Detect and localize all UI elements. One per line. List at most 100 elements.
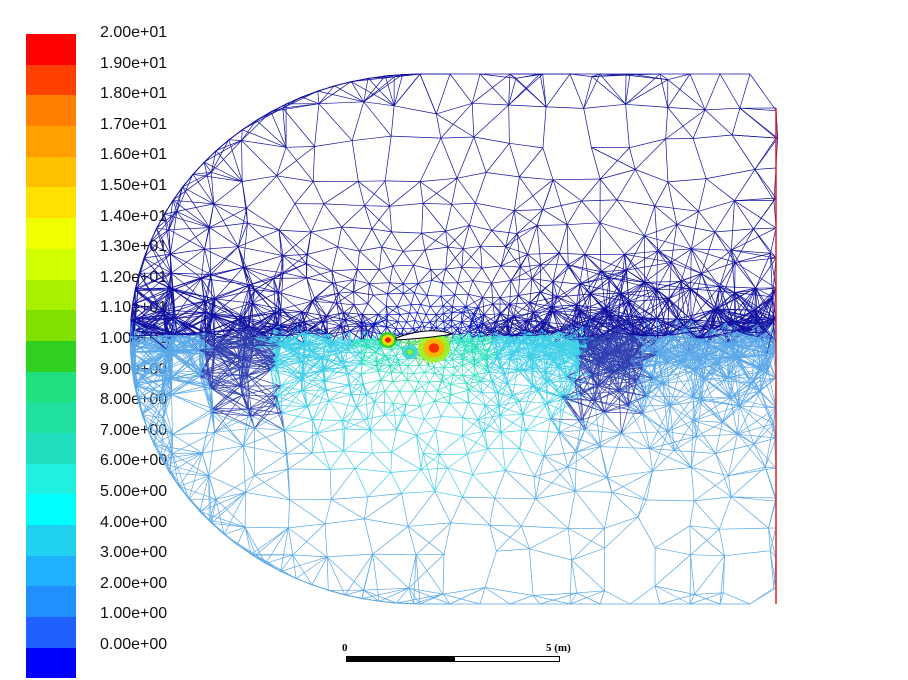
mesh-edge (198, 315, 214, 335)
mesh-edge (475, 342, 493, 349)
mesh-edge (213, 203, 248, 224)
mesh-edge (320, 315, 328, 331)
mesh-edge (701, 273, 735, 293)
mesh-edge (445, 360, 455, 368)
mesh-edge (156, 228, 172, 274)
mesh-edge (430, 295, 442, 307)
mesh-edge (130, 349, 167, 353)
mesh-edge (304, 356, 325, 370)
mesh-edge (717, 292, 735, 310)
mesh-edge (321, 358, 342, 363)
mesh-edge (162, 309, 206, 313)
mesh-edge (552, 311, 560, 332)
mesh-edge (512, 353, 531, 357)
mesh-edge (247, 369, 271, 376)
mesh-edge (385, 319, 399, 322)
mesh-edge (163, 214, 171, 255)
mesh-edge (518, 295, 530, 303)
mesh-edge (717, 262, 736, 309)
mesh-edge (327, 330, 350, 335)
mesh-edge (590, 308, 606, 320)
mesh-edge (754, 137, 777, 170)
mesh-edge (320, 321, 324, 331)
mesh-edge (417, 312, 427, 315)
mesh-edge (460, 325, 470, 335)
mesh-edge (536, 225, 542, 265)
colormap-swatch (26, 156, 76, 188)
mesh-edge (624, 354, 657, 370)
mesh-edge (507, 319, 530, 333)
mesh-edge (246, 175, 277, 209)
mesh-edge (530, 358, 559, 368)
mesh-edge (444, 325, 452, 329)
mesh-edge (254, 278, 274, 290)
mesh-edge (733, 339, 775, 358)
mesh-edge (480, 336, 495, 340)
mesh-edge (667, 107, 694, 139)
mesh-edge (754, 310, 775, 340)
mesh-edge (567, 264, 581, 285)
mesh-edge (135, 318, 175, 324)
mesh-edge (135, 369, 143, 415)
mesh-edge (238, 318, 274, 330)
mesh-edge (628, 301, 657, 319)
mesh-edge (465, 297, 483, 308)
mesh-edge (341, 352, 361, 354)
mesh-edge (205, 353, 243, 361)
mesh-edge (170, 353, 201, 377)
mesh-edge (478, 321, 496, 328)
mesh-edge (249, 284, 279, 293)
mesh-edge (753, 197, 777, 230)
mesh-edge (350, 81, 364, 102)
mesh-edge (213, 181, 243, 205)
mesh-edge (301, 96, 320, 105)
mesh-edge (172, 278, 202, 291)
mesh-edge (727, 357, 734, 378)
mesh-edge (628, 301, 635, 336)
mesh-edge (326, 330, 350, 340)
mesh-edge (241, 120, 257, 141)
mesh-edge (754, 169, 777, 199)
mesh-edge (552, 304, 577, 312)
mesh-edge (508, 73, 541, 106)
mesh-edge (314, 140, 353, 147)
mesh-edge (510, 359, 533, 370)
mesh-edge (584, 254, 627, 271)
mesh-edge (276, 175, 314, 182)
mesh-edge (305, 263, 333, 284)
mesh-edge (474, 355, 486, 361)
mesh-edge (176, 174, 194, 212)
mesh-edge (713, 286, 720, 310)
mesh-edge (251, 292, 279, 304)
mesh-edge (717, 363, 752, 384)
mesh-edge (706, 169, 755, 179)
mesh-edge (361, 365, 377, 375)
mesh-edge (628, 298, 669, 303)
mesh-edge (542, 147, 554, 180)
mesh-edge (529, 358, 546, 373)
mesh-edge (422, 177, 458, 204)
mesh-edge (204, 246, 239, 250)
mesh-edge (461, 351, 473, 356)
mesh-edge (634, 318, 678, 336)
mesh-edge (367, 338, 372, 348)
mesh-edge (410, 304, 418, 314)
mesh-edge (163, 213, 170, 230)
mesh-edge (275, 312, 304, 323)
mesh-edge (132, 287, 171, 305)
mesh-edge (306, 277, 315, 299)
mesh-edge (199, 355, 239, 377)
mesh-edge (504, 359, 511, 374)
mesh-edge (731, 249, 771, 254)
mesh-edge (360, 326, 368, 332)
mesh-edge (317, 90, 320, 104)
mesh-edge (237, 355, 276, 367)
mesh-edge (435, 313, 444, 322)
mesh-edge (571, 324, 584, 327)
mesh-edge (717, 286, 720, 309)
mesh-edge (552, 281, 577, 306)
mesh-edge (653, 359, 700, 379)
mesh-edge (508, 336, 511, 360)
mesh-edge (605, 301, 629, 310)
mesh-edge (397, 321, 407, 323)
